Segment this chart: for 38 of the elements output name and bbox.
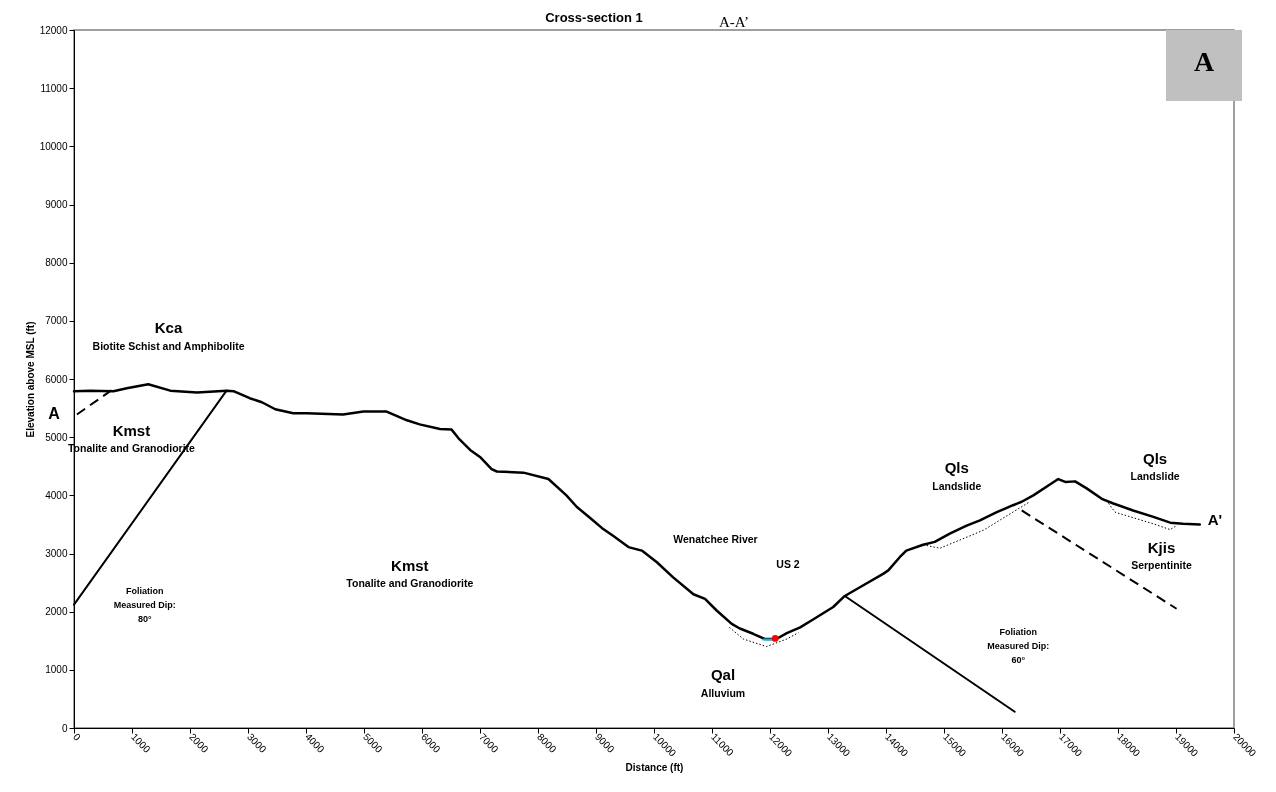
annotation: Serpentinite (1131, 559, 1192, 572)
annotation: Foliation Measured Dip: 80° (113, 585, 176, 624)
x-axis-title: Distance (ft) (625, 761, 684, 773)
x-tick-label: 0 (70, 731, 83, 744)
y-tick-label: 9000 (45, 199, 68, 210)
annotation: Qls (944, 458, 969, 476)
y-axis-title: Elevation above MSL (ft) (24, 321, 36, 438)
annotation: Biotite Schist and Amphibolite (92, 340, 245, 353)
y-tick-label: 10000 (39, 140, 68, 152)
annotation: US 2 (776, 557, 800, 570)
y-tick-label: 1000 (45, 664, 68, 676)
chart-title: Cross-section 1 (545, 10, 643, 25)
y-tick-label: 8000 (45, 257, 68, 269)
annotation: Kmst (112, 422, 151, 440)
annotation: Landslide (1130, 470, 1180, 483)
annotation: Wenatchee River (673, 533, 758, 546)
y-tick-label: 11000 (40, 82, 68, 94)
annotation: Foliation Measured Dip: 60° (987, 627, 1050, 666)
chart-subtitle: A-A’ (719, 14, 749, 30)
annotation: A (1193, 46, 1215, 77)
annotation: Kjis (1147, 538, 1176, 556)
y-tick-label: 12000 (39, 24, 68, 36)
annotation: Kca (154, 319, 183, 337)
annotation: A' (1207, 511, 1223, 529)
y-tick-label: 7000 (45, 315, 68, 327)
y-tick-label: 5000 (45, 431, 68, 443)
annotation: Alluvium (700, 687, 746, 700)
y-tick-label: 4000 (45, 489, 68, 501)
annotation: Qal (710, 666, 736, 684)
annotation: Qls (1143, 449, 1168, 467)
y-tick-label: 3000 (45, 548, 68, 559)
annotation: Landslide (932, 479, 982, 492)
annotation: Kmst (391, 556, 429, 574)
annotation: Tonalite and Granodiorite (346, 577, 474, 590)
y-tick-label: 2000 (45, 606, 68, 618)
y-tick-label: 6000 (45, 373, 68, 385)
text: A (48, 404, 61, 422)
y-tick-label: 0 (61, 722, 68, 734)
